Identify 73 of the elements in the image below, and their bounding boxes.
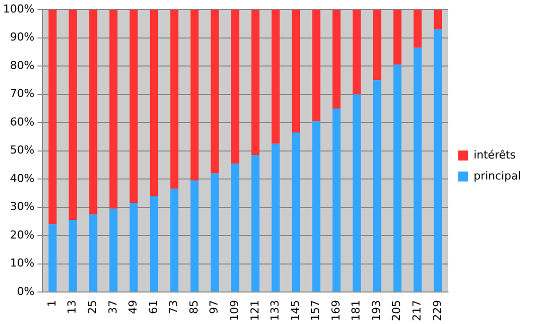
x-tick-label: 217 <box>410 300 424 322</box>
bar <box>150 10 158 196</box>
bar <box>292 10 300 132</box>
y-tick-label: 90% <box>10 30 34 44</box>
bar <box>210 10 219 174</box>
y-tick-label: 10% <box>10 256 34 270</box>
bar <box>251 10 260 156</box>
x-tick-label: 97 <box>208 300 221 314</box>
y-tick-label: 40% <box>10 172 34 185</box>
x-tick-label: 205 <box>390 300 404 322</box>
x-tick-label: 121 <box>248 300 262 322</box>
bar <box>352 10 361 94</box>
bar <box>68 220 77 292</box>
legend-label: intérêts <box>474 148 516 162</box>
x-tick-label: 145 <box>288 300 302 322</box>
bar <box>190 10 199 180</box>
x-tick-label: 25 <box>86 300 100 314</box>
bar <box>312 10 320 122</box>
bar <box>434 29 442 292</box>
bar <box>352 94 361 292</box>
x-tick-label: 133 <box>268 300 282 322</box>
y-tick-label: 60% <box>10 115 34 128</box>
y-tick-label: 0% <box>16 284 34 298</box>
bar <box>272 10 280 144</box>
bar <box>373 80 382 292</box>
bar <box>48 224 57 292</box>
y-tick-label: 20% <box>10 228 34 242</box>
y-tick-label: 50% <box>10 144 34 157</box>
bar <box>312 121 320 292</box>
bar <box>332 108 341 292</box>
x-tick-label: 61 <box>146 300 160 314</box>
bar <box>190 180 199 292</box>
x-tick-label: 73 <box>167 300 180 314</box>
bar <box>251 155 260 292</box>
y-tick-label: 80% <box>10 58 34 72</box>
bar <box>231 164 240 292</box>
x-tick-label: 181 <box>350 300 363 322</box>
bar <box>89 10 98 214</box>
bar <box>393 10 402 65</box>
bar <box>434 10 442 30</box>
x-tick-label: 49 <box>126 300 140 314</box>
bar <box>393 64 402 292</box>
bar <box>210 173 219 292</box>
x-tick-label: 85 <box>187 300 200 314</box>
x-tick-label: 1 <box>45 300 58 308</box>
bar <box>130 10 138 204</box>
bar <box>231 10 240 164</box>
bar <box>48 10 57 224</box>
bar <box>89 214 98 292</box>
bar <box>68 10 77 220</box>
bar <box>292 132 300 292</box>
bar <box>130 203 138 292</box>
bar <box>272 144 280 292</box>
y-tick-label: 100% <box>2 2 34 16</box>
bar <box>109 208 118 292</box>
bar <box>332 10 341 108</box>
bar <box>109 10 118 209</box>
y-tick-label: 70% <box>10 87 34 100</box>
x-tick-label: 109 <box>228 300 241 322</box>
bar <box>150 196 158 292</box>
x-tick-label: 193 <box>370 300 383 322</box>
y-tick-label: 30% <box>10 200 34 214</box>
x-tick-label: 13 <box>66 300 79 314</box>
x-tick-label: 157 <box>309 300 322 322</box>
x-tick-label: 169 <box>329 300 342 322</box>
x-tick-label: 229 <box>430 300 444 322</box>
x-tick-label: 37 <box>106 300 120 314</box>
bar <box>414 10 422 48</box>
bar <box>170 10 178 189</box>
bar <box>170 188 178 292</box>
bar <box>373 10 382 80</box>
legend-label: principal <box>474 169 522 182</box>
bar <box>414 48 422 292</box>
